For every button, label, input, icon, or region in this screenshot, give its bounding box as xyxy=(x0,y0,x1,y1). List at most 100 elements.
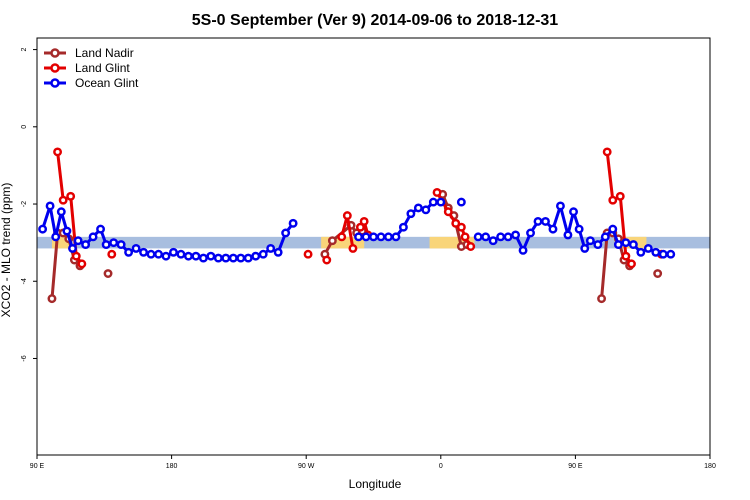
data-point-ocean-glint xyxy=(251,251,261,261)
data-point-land-glint xyxy=(432,187,442,197)
data-point-land-glint xyxy=(66,191,76,201)
data-point-land-glint xyxy=(71,251,81,261)
series-land-glint xyxy=(53,147,666,269)
data-point-ocean-glint xyxy=(221,253,231,263)
data-point-ocean-glint xyxy=(456,197,466,207)
data-point-ocean-glint xyxy=(139,247,149,257)
data-point-ocean-glint xyxy=(236,253,246,263)
data-point-land-glint xyxy=(466,242,476,251)
data-point-ocean-glint xyxy=(541,216,550,226)
data-point-ocean-glint xyxy=(563,230,573,240)
data-point-ocean-glint xyxy=(518,245,528,255)
data-point-ocean-glint xyxy=(526,228,535,238)
series-layer xyxy=(38,147,676,304)
data-point-ocean-glint xyxy=(398,222,408,232)
data-point-ocean-glint xyxy=(643,243,653,253)
data-point-ocean-glint xyxy=(81,240,91,250)
data-point-land-glint xyxy=(451,218,461,228)
data-point-land-nadir xyxy=(653,269,663,278)
data-point-ocean-glint xyxy=(131,243,141,253)
data-point-ocean-glint xyxy=(96,224,106,234)
y-tick-label: -6 xyxy=(21,355,28,361)
legend-label-land-glint: Land Glint xyxy=(75,61,130,75)
data-point-ocean-glint xyxy=(593,240,603,250)
data-point-ocean-glint xyxy=(243,253,253,263)
data-point-ocean-glint xyxy=(183,251,193,261)
data-point-ocean-glint xyxy=(266,243,276,253)
series-line-ocean-glint xyxy=(41,204,295,260)
data-point-land-glint xyxy=(615,191,625,201)
data-point-land-glint xyxy=(608,195,618,205)
data-point-ocean-glint xyxy=(391,232,401,242)
data-point-ocean-glint xyxy=(658,249,668,259)
data-point-ocean-glint xyxy=(191,251,201,261)
data-point-ocean-glint xyxy=(548,224,558,234)
y-tick-label: 0 xyxy=(21,125,28,129)
legend-marker-ocean-glint xyxy=(50,78,60,88)
data-point-ocean-glint xyxy=(198,253,208,263)
data-point-ocean-glint xyxy=(421,205,431,215)
data-point-ocean-glint xyxy=(511,230,521,240)
data-point-ocean-glint xyxy=(154,249,163,259)
data-point-ocean-glint xyxy=(206,251,216,261)
data-point-ocean-glint xyxy=(651,247,661,257)
data-point-land-glint xyxy=(322,255,332,265)
data-point-land-glint xyxy=(456,222,466,232)
data-point-ocean-glint xyxy=(273,247,283,257)
data-point-ocean-glint xyxy=(621,238,631,248)
data-point-land-glint xyxy=(348,243,358,253)
data-point-ocean-glint xyxy=(176,249,186,259)
y-tick-label: -4 xyxy=(21,278,28,284)
data-point-ocean-glint xyxy=(636,247,646,257)
data-point-ocean-glint xyxy=(228,253,238,263)
data-point-ocean-glint xyxy=(569,207,578,217)
data-point-ocean-glint xyxy=(101,240,111,250)
data-point-land-glint xyxy=(77,259,87,269)
reference-band-ocean xyxy=(37,236,710,249)
data-point-ocean-glint xyxy=(258,249,268,259)
data-point-ocean-glint xyxy=(109,238,119,248)
axis-layer: 90 E 180 90 W 0 90 E 180 2 0 -2 -4 -6 xyxy=(21,48,716,470)
data-point-ocean-glint xyxy=(481,232,491,242)
data-point-land-glint xyxy=(443,207,453,217)
data-point-ocean-glint xyxy=(574,224,584,234)
plot-frame xyxy=(36,37,711,456)
data-point-land-glint xyxy=(621,251,631,261)
data-point-land-glint xyxy=(337,232,347,242)
chart-title: 5S-0 September (Ver 9) 2014-09-06 to 201… xyxy=(192,12,559,29)
legend-marker-land-glint xyxy=(50,63,60,73)
data-point-ocean-glint xyxy=(436,197,446,207)
data-point-ocean-glint xyxy=(88,232,98,242)
data-point-ocean-glint xyxy=(376,232,386,242)
data-point-ocean-glint xyxy=(628,240,638,250)
data-point-ocean-glint xyxy=(413,203,423,213)
data-point-ocean-glint xyxy=(161,251,171,261)
data-point-ocean-glint xyxy=(613,240,623,250)
data-point-land-nadir xyxy=(47,294,57,304)
data-point-ocean-glint xyxy=(428,197,438,207)
y-tick-label: 2 xyxy=(21,48,28,52)
data-point-ocean-glint xyxy=(503,232,513,242)
x-axis-label: Longitude xyxy=(349,477,402,491)
data-point-land-nadir xyxy=(103,269,113,278)
data-point-ocean-glint xyxy=(288,218,298,228)
data-point-land-glint xyxy=(460,232,470,242)
data-point-ocean-glint xyxy=(496,232,506,242)
data-point-land-nadir xyxy=(327,236,337,246)
data-point-land-glint xyxy=(355,222,365,232)
data-point-land-glint xyxy=(359,216,369,226)
data-point-land-glint xyxy=(107,249,117,259)
data-point-ocean-glint xyxy=(555,201,565,211)
data-point-ocean-glint xyxy=(585,236,595,246)
legend-label-land-nadir: Land Nadir xyxy=(75,46,134,60)
data-point-ocean-glint xyxy=(116,240,126,250)
data-point-ocean-glint xyxy=(146,249,156,259)
x-tick-label: 90 E xyxy=(568,463,583,470)
series-ocean-glint xyxy=(38,197,676,263)
data-point-ocean-glint xyxy=(406,209,416,219)
data-point-ocean-glint xyxy=(600,232,610,242)
legend-marker-land-nadir xyxy=(50,48,60,58)
data-point-ocean-glint xyxy=(666,249,676,259)
